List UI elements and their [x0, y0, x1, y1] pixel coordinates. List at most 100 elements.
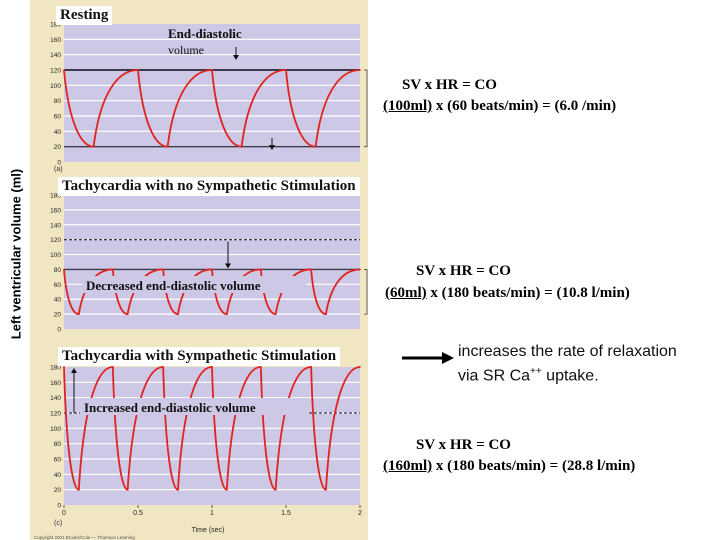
- data-point: [226, 488, 228, 491]
- plot-area: [64, 195, 360, 329]
- stroke-volume-bracket: [364, 69, 368, 148]
- x-tick-label: 0.5: [133, 510, 143, 517]
- tachycardia-sympathetic-chart: 0 20 40 60 80 100 120 140 160 180 0 0.5 1 1.5 2 (c) Incr…: [34, 365, 362, 540]
- y-tick-label: 140: [50, 395, 61, 402]
- panel-letter: (a): [54, 166, 63, 173]
- data-point: [211, 268, 213, 271]
- resting-chart: 0 20 40 60 80 100 120 140 160 180 (a) End-diastolic…: [50, 22, 368, 173]
- data-point: [92, 145, 95, 148]
- data-point: [285, 69, 287, 71]
- copyright-footer: Copyright 2001 Brooks/Cole — Thomson Lea…: [34, 535, 135, 540]
- y-tick-label: 180: [50, 365, 61, 372]
- data-point: [325, 313, 327, 315]
- y-tick-label: 120: [50, 237, 61, 244]
- y-axis-label: Left ventricular volume (ml): [8, 168, 24, 340]
- annotation-arrowhead: [233, 55, 239, 60]
- arrow-right-icon: [402, 352, 454, 364]
- data-point: [137, 69, 139, 71]
- data-point: [166, 145, 169, 148]
- plot-area: [64, 24, 360, 162]
- y-tick-label: 100: [50, 83, 61, 90]
- data-point: [78, 313, 80, 315]
- equation-resting-line1: SV x HR = CO: [402, 77, 497, 93]
- y-tick-label: 100: [50, 426, 61, 433]
- panel-title-resting: Resting: [56, 6, 113, 25]
- equation-sympathetic-line2: (160ml) x (180 beats/min) = (28.8 l/min): [383, 458, 635, 475]
- data-point: [274, 488, 277, 491]
- edv-annotation: Increased end-diastolic volume: [84, 400, 256, 415]
- y-tick-label: 160: [50, 380, 61, 387]
- data-point: [226, 313, 228, 315]
- data-point: [359, 366, 361, 368]
- y-tick-label: 20: [54, 144, 62, 151]
- equation-tachy-line1: SV x HR = CO: [416, 263, 511, 279]
- data-point: [325, 488, 327, 491]
- data-point: [177, 488, 179, 491]
- y-tick-label: 160: [50, 207, 61, 214]
- stroke-volume-tachy: (60ml): [385, 285, 427, 301]
- y-tick-label: 60: [54, 282, 62, 289]
- x-tick-label: 2: [358, 510, 362, 517]
- annotation-arrowhead: [225, 263, 231, 269]
- y-tick-label: 140: [50, 222, 61, 229]
- data-point: [260, 366, 262, 368]
- panel-title-tachycardia-sympathetic: Tachycardia with Sympathetic Stimulation: [58, 347, 341, 366]
- data-point: [359, 69, 361, 71]
- y-tick-label: 20: [54, 312, 62, 319]
- x-tick-label: 1: [210, 510, 214, 517]
- data-point: [260, 268, 262, 271]
- data-point: [112, 268, 114, 271]
- equation-resting-rest: x (60 beats/min) = (6.0 /min): [432, 98, 617, 114]
- y-tick-label: 60: [54, 114, 62, 121]
- relaxation-note-line1: increases the rate of relaxation: [458, 343, 677, 360]
- data-point: [240, 145, 243, 148]
- panel-title-tachycardia-no-sympathetic: Tachycardia with no Sympathetic Stimulat…: [58, 177, 360, 196]
- relaxation-note-end: uptake.: [541, 367, 599, 385]
- edv-annotation: Decreased end-diastolic volume: [86, 278, 261, 293]
- y-tick-label: 80: [54, 267, 62, 274]
- data-point: [359, 268, 361, 271]
- relaxation-note-line2: via SR Ca++ uptake.: [458, 366, 599, 385]
- y-tick-label: 180: [50, 22, 61, 29]
- equation-sympathetic-rest: x (180 beats/min) = (28.8 l/min): [432, 458, 636, 474]
- esv-arrowhead: [269, 145, 275, 150]
- y-tick-label: 0: [57, 503, 61, 510]
- x-tick-label: 1.5: [281, 510, 291, 517]
- data-point: [78, 488, 80, 491]
- y-tick-label: 120: [50, 68, 61, 75]
- y-tick-label: 40: [54, 129, 62, 136]
- annotation-arrowhead: [71, 368, 77, 373]
- y-tick-label: 40: [54, 297, 62, 304]
- data-point: [211, 69, 213, 71]
- x-axis-label: Time (sec): [192, 527, 225, 534]
- equation-tachy-rest: x (180 beats/min) = (10.8 l/min): [426, 285, 630, 301]
- panel-letter: (c): [54, 520, 62, 527]
- y-tick-label: 80: [54, 441, 62, 448]
- edv-annotation-line2: volume: [168, 43, 204, 57]
- data-point: [63, 366, 65, 368]
- y-tick-label: 0: [57, 327, 61, 334]
- annotation-backdrop: [82, 276, 306, 293]
- data-point: [162, 366, 164, 368]
- y-tick-label: 60: [54, 457, 62, 464]
- x-tick-label: 0: [62, 510, 66, 517]
- equation-tachy-line2: (60ml) x (180 beats/min) = (10.8 l/min): [385, 285, 630, 302]
- data-point: [310, 366, 312, 368]
- stroke-volume-bracket: [364, 269, 368, 315]
- tachycardia-no-sympathetic-chart: 0 20 40 60 80 100 120 140 160 180 Decreased end-di…: [50, 193, 368, 334]
- y-tick-label: 160: [50, 37, 61, 44]
- annotation-backdrop: [80, 398, 308, 415]
- data-point: [63, 268, 65, 271]
- y-tick-label: 120: [50, 411, 61, 418]
- stroke-volume-resting: (100ml): [383, 98, 433, 114]
- y-tick-label: 100: [50, 252, 61, 259]
- y-tick-label: 40: [54, 472, 62, 479]
- data-point: [126, 313, 129, 315]
- data-point: [274, 313, 277, 315]
- edv-annotation: End-diastolic: [168, 26, 242, 41]
- data-point: [211, 366, 213, 368]
- y-tick-label: 80: [54, 98, 62, 105]
- data-point: [314, 145, 317, 148]
- data-point: [63, 69, 65, 71]
- data-point: [126, 488, 129, 491]
